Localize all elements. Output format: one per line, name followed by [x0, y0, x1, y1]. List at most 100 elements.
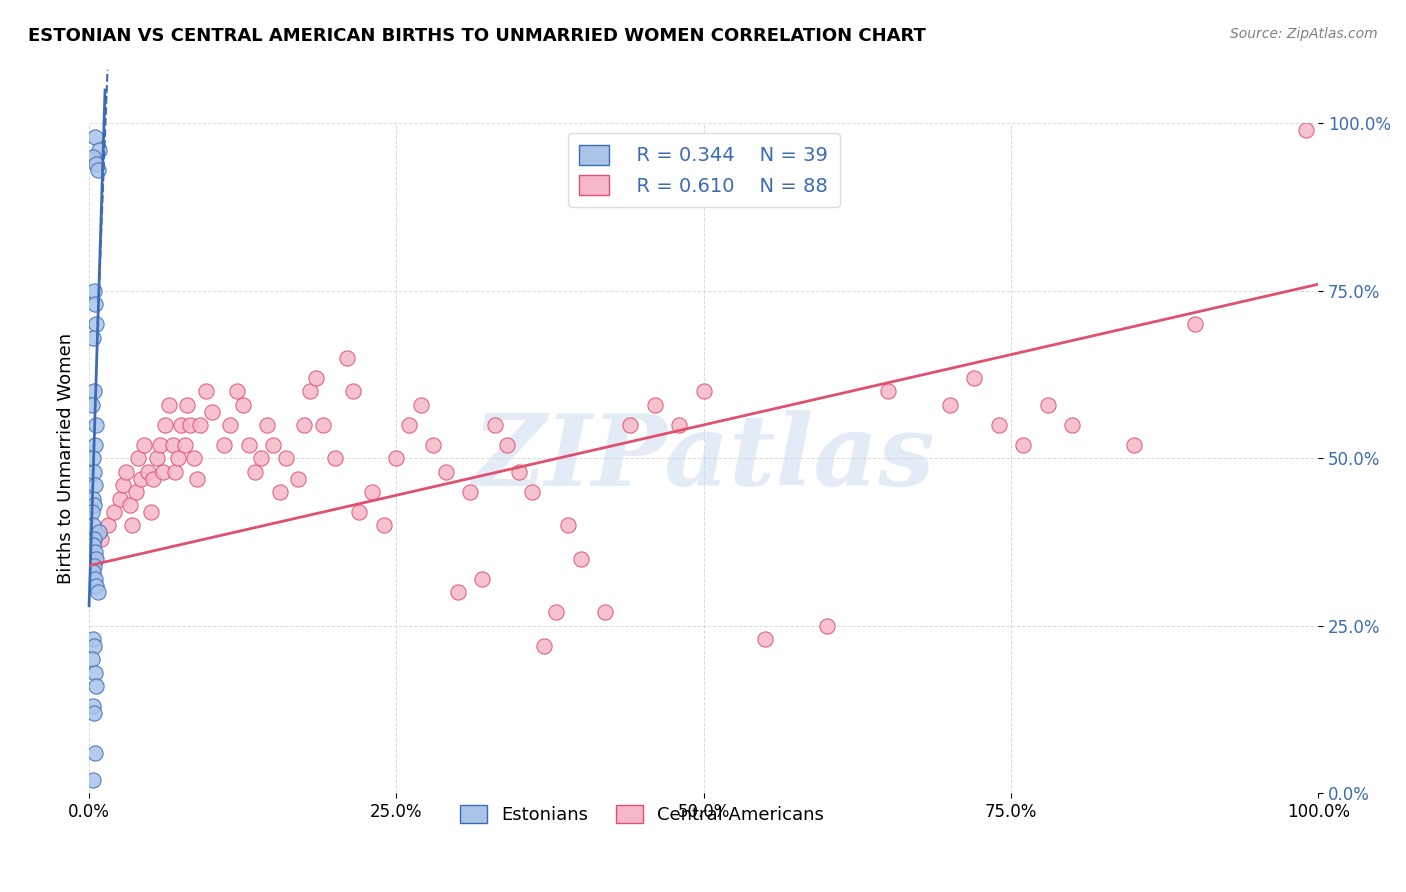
Point — [83, 465, 105, 479]
Point — [569, 552, 592, 566]
Point — [83, 384, 105, 399]
Point — [84, 746, 107, 760]
Point — [83, 706, 105, 720]
Point — [557, 518, 579, 533]
Point — [87, 525, 110, 540]
Text: ESTONIAN VS CENTRAL AMERICAN BIRTHS TO UNMARRIED WOMEN CORRELATION CHART: ESTONIAN VS CENTRAL AMERICAN BIRTHS TO U… — [28, 27, 927, 45]
Point — [183, 451, 205, 466]
Point — [238, 438, 260, 452]
Point — [108, 491, 131, 506]
Point — [127, 451, 149, 466]
Point — [201, 404, 224, 418]
Point — [385, 451, 408, 466]
Point — [496, 438, 519, 452]
Point — [82, 539, 104, 553]
Point — [83, 558, 105, 573]
Point — [82, 772, 104, 787]
Point — [136, 465, 159, 479]
Point — [595, 606, 617, 620]
Point — [398, 417, 420, 432]
Point — [142, 471, 165, 485]
Point — [484, 417, 506, 432]
Point — [162, 438, 184, 452]
Y-axis label: Births to Unmarried Women: Births to Unmarried Women — [58, 333, 75, 584]
Point — [692, 384, 714, 399]
Point — [83, 532, 105, 546]
Point — [82, 632, 104, 647]
Point — [86, 163, 108, 178]
Text: Source: ZipAtlas.com: Source: ZipAtlas.com — [1230, 27, 1378, 41]
Point — [458, 484, 481, 499]
Point — [155, 417, 177, 432]
Point — [262, 438, 284, 452]
Point — [1062, 417, 1084, 432]
Point — [82, 150, 104, 164]
Point — [274, 451, 297, 466]
Point — [214, 438, 236, 452]
Point — [86, 579, 108, 593]
Point — [471, 572, 494, 586]
Point — [149, 438, 172, 452]
Point — [409, 398, 432, 412]
Point — [134, 438, 156, 452]
Point — [938, 398, 960, 412]
Point — [1012, 438, 1035, 452]
Point — [987, 417, 1010, 432]
Point — [83, 284, 105, 298]
Point — [84, 297, 107, 311]
Point — [546, 606, 568, 620]
Point — [323, 451, 346, 466]
Point — [82, 331, 104, 345]
Point — [80, 652, 103, 666]
Point — [447, 585, 470, 599]
Point — [83, 639, 105, 653]
Point — [520, 484, 543, 499]
Point — [112, 478, 135, 492]
Point — [152, 465, 174, 479]
Point — [644, 398, 666, 412]
Point — [84, 129, 107, 144]
Point — [176, 398, 198, 412]
Point — [1036, 398, 1059, 412]
Point — [125, 484, 148, 499]
Point — [877, 384, 900, 399]
Point — [188, 417, 211, 432]
Point — [165, 465, 187, 479]
Point — [754, 632, 776, 647]
Point — [186, 471, 208, 485]
Point — [82, 699, 104, 714]
Point — [963, 371, 986, 385]
Point — [80, 505, 103, 519]
Point — [179, 417, 201, 432]
Point — [84, 545, 107, 559]
Point — [84, 665, 107, 680]
Point — [422, 438, 444, 452]
Point — [83, 498, 105, 512]
Point — [269, 484, 291, 499]
Point — [170, 417, 193, 432]
Point — [96, 518, 118, 533]
Point — [115, 465, 138, 479]
Point — [82, 566, 104, 580]
Point — [87, 143, 110, 157]
Point — [360, 484, 382, 499]
Point — [305, 371, 328, 385]
Point — [82, 491, 104, 506]
Point — [619, 417, 641, 432]
Point — [349, 505, 371, 519]
Point — [84, 552, 107, 566]
Point — [815, 619, 838, 633]
Point — [299, 384, 322, 399]
Point — [174, 438, 197, 452]
Point — [90, 532, 112, 546]
Point — [86, 585, 108, 599]
Point — [86, 156, 108, 170]
Legend: Estonians, Central Americans: Estonians, Central Americans — [453, 797, 831, 831]
Point — [84, 572, 107, 586]
Point — [219, 417, 242, 432]
Point — [1122, 438, 1144, 452]
Point — [157, 398, 180, 412]
Point — [1184, 318, 1206, 332]
Point — [533, 639, 555, 653]
Point — [84, 478, 107, 492]
